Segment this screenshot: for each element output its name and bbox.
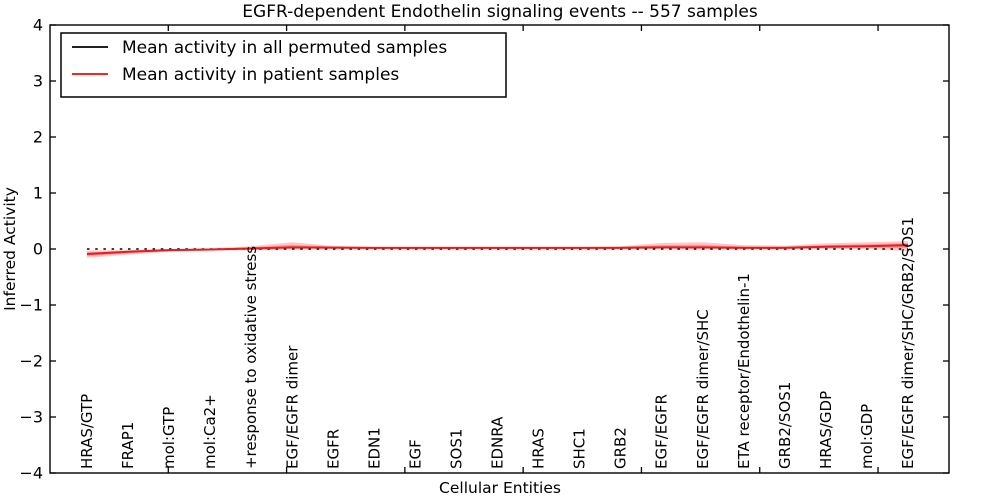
band-outer bbox=[87, 241, 908, 258]
legend-label-permuted: Mean activity in all permuted samples bbox=[122, 38, 447, 58]
legend: Mean activity in all permuted samples Me… bbox=[60, 32, 507, 98]
y-tick-label: −4 bbox=[19, 464, 43, 483]
y-tick-label: 2 bbox=[33, 128, 43, 147]
x-category-label: GRB2 bbox=[612, 427, 630, 469]
patient-mean-line bbox=[86, 244, 909, 256]
chart-title: EGFR-dependent Endothelin signaling even… bbox=[242, 2, 758, 22]
x-category-label: GRB2/SOS1 bbox=[776, 382, 794, 469]
y-tick-label: 1 bbox=[33, 184, 43, 203]
y-tick-labels: 4 3 2 1 0 −1 −2 −3 −4 bbox=[19, 16, 43, 483]
x-category-label: SHC1 bbox=[571, 428, 589, 469]
x-category-label: HRAS/GDP bbox=[817, 391, 835, 469]
x-category-labels: HRAS/GTP FRAP1 mol:GTP mol:Ca2+ +response to… bbox=[78, 217, 917, 469]
x-category-label: EGF/EGFR dimer bbox=[283, 345, 301, 469]
x-category-label: HRAS bbox=[530, 428, 548, 469]
x-category-label: mol:GDP bbox=[858, 404, 876, 469]
x-category-label: EGF/EGFR dimer/SHC/GRB2/SOS1 bbox=[899, 217, 917, 469]
y-axis-title: Inferred Activity bbox=[1, 187, 19, 311]
y-tick-label: −2 bbox=[19, 352, 43, 371]
x-category-label: EGF/EGFR dimer/SHC bbox=[694, 309, 712, 469]
x-category-label: EGFR bbox=[324, 429, 342, 469]
axis-ticks bbox=[50, 24, 949, 474]
x-category-label: +response to oxidative stress bbox=[242, 246, 260, 469]
y-tick-label: 3 bbox=[33, 72, 43, 91]
legend-label-patient: Mean activity in patient samples bbox=[122, 65, 399, 85]
x-category-label: EDNRA bbox=[489, 416, 507, 469]
data-lines bbox=[86, 244, 909, 256]
y-tick-label: 0 bbox=[33, 240, 43, 259]
x-category-label: EGF bbox=[406, 439, 424, 469]
legend-box bbox=[60, 32, 507, 98]
x-axis-title: Cellular Entities bbox=[439, 479, 561, 497]
y-tick-label: −1 bbox=[19, 296, 43, 315]
x-category-label: mol:GTP bbox=[160, 407, 178, 469]
x-category-label: FRAP1 bbox=[119, 422, 137, 469]
x-category-label: EGF/EGFR bbox=[653, 394, 671, 469]
x-category-label: mol:Ca2+ bbox=[201, 394, 219, 469]
y-tick-label: 4 bbox=[33, 16, 43, 35]
x-category-label: SOS1 bbox=[447, 429, 465, 469]
x-category-label: ETA receptor/Endothelin-1 bbox=[735, 273, 753, 469]
y-tick-label: −3 bbox=[19, 408, 43, 427]
x-category-label: HRAS/GTP bbox=[78, 394, 96, 469]
x-category-label: EDN1 bbox=[365, 427, 383, 469]
